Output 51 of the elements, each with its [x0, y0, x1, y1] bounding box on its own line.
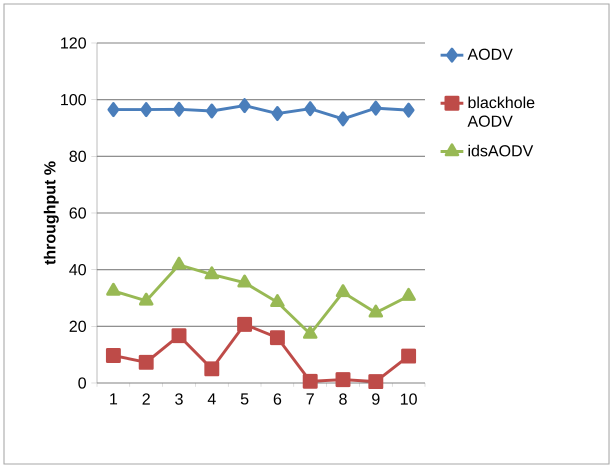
point [336, 284, 350, 298]
point [204, 266, 220, 280]
legend-label: idsAODV [468, 144, 534, 156]
x-tick-label: 3 [175, 393, 183, 405]
legend-label: blackhole AODV [468, 96, 534, 127]
point [173, 102, 185, 117]
point [238, 98, 251, 114]
point [140, 102, 152, 118]
point [401, 348, 416, 364]
point [337, 111, 349, 126]
x-tick-label: 6 [274, 393, 282, 405]
y-tick-label: 120 [61, 37, 86, 49]
y-tick-label: 40 [69, 264, 86, 276]
y-tick-label: 80 [69, 150, 86, 162]
point [270, 330, 285, 346]
point [368, 374, 384, 390]
point [270, 294, 285, 308]
point [172, 328, 186, 344]
x-tick-label: 7 [306, 393, 314, 404]
x-tick-label: 1 [110, 393, 118, 404]
point [302, 326, 318, 339]
y-axis-title: throughput % [44, 161, 59, 265]
point [304, 101, 316, 116]
point [271, 106, 284, 122]
x-tick-label: 2 [142, 393, 150, 405]
legend-label: AODV [468, 48, 513, 60]
point [368, 304, 384, 318]
y-tick-label: 20 [70, 320, 86, 332]
x-tick-label: 4 [208, 393, 216, 404]
point [107, 102, 120, 118]
point [370, 100, 382, 116]
point [237, 274, 252, 288]
point [106, 348, 121, 363]
point [206, 104, 218, 118]
point [401, 288, 416, 301]
point [106, 282, 121, 296]
point [302, 374, 318, 389]
point [204, 361, 220, 376]
x-tick-label: 10 [400, 393, 417, 405]
x-tick-label: 8 [339, 393, 347, 405]
point [336, 372, 350, 388]
y-tick-label: 60 [70, 207, 86, 219]
point [172, 256, 186, 270]
y-tick-label: 100 [61, 94, 86, 106]
point [138, 292, 154, 306]
y-tick-label: 0 [78, 377, 86, 389]
x-tick-label: 5 [240, 393, 248, 405]
x-tick-label: 9 [372, 393, 380, 405]
point [237, 316, 252, 332]
point [402, 102, 415, 118]
point [138, 354, 154, 370]
